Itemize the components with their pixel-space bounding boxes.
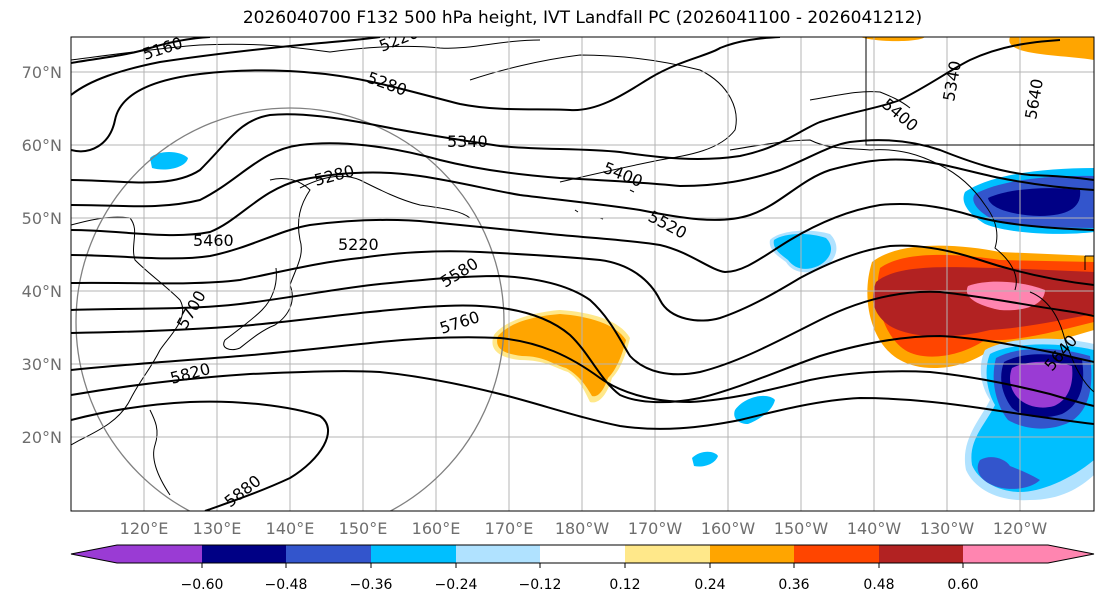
- lon-label-130e: 130°E: [193, 519, 242, 538]
- lat-label-30: 30°N: [22, 355, 62, 374]
- colorbar-bin-3: [286, 545, 371, 563]
- lon-label-140w: 140°W: [847, 519, 902, 538]
- colorbar-bin-4: [371, 545, 456, 563]
- lat-label-20: 20°N: [22, 428, 62, 447]
- colorbar-tick-7: 0.24: [694, 577, 725, 593]
- lon-label-160w: 160°W: [701, 519, 756, 538]
- shade-negative-se-lower: [977, 457, 1040, 489]
- map-frame: [70, 36, 1095, 512]
- colorbar: −0.60 −0.48 −0.36 −0.24 −0.12 0.12 0.24 …: [70, 544, 1095, 593]
- contour-label-5460: 5460: [193, 231, 234, 250]
- shade-negative-nw: [150, 152, 188, 170]
- map-panel: 5160 5220 5280 5340 5280 5220 5400 5520 …: [71, 37, 1094, 511]
- lon-label-120w: 120°W: [993, 519, 1048, 538]
- contour-label-5220-low: 5220: [338, 235, 379, 254]
- shade-negative-hawaii-small: [692, 451, 718, 467]
- lon-label-150w: 150°W: [774, 519, 829, 538]
- shade-positive-plume-peak: [966, 281, 1045, 311]
- landfall-circle: [75, 107, 505, 511]
- lat-label-60: 60°N: [22, 136, 62, 155]
- colorbar-tick-6: 0.12: [609, 577, 640, 593]
- shade-negative-hawaii: [734, 395, 775, 424]
- colorbar-tick-2: −0.48: [265, 577, 308, 593]
- colorbar-extend-max: [1048, 545, 1094, 563]
- colorbar-bin-5: [456, 545, 540, 563]
- lon-label-120e: 120°E: [120, 519, 169, 538]
- colorbar-tick-4: −0.24: [435, 577, 478, 593]
- figure-title: 2026040700 F132 500 hPa height, IVT Land…: [242, 8, 923, 28]
- colorbar-bin-6: [540, 545, 625, 563]
- contour-label-5340: 5340: [447, 132, 488, 151]
- lat-label-70: 70°N: [22, 63, 62, 82]
- colorbar-bin-1: [117, 545, 202, 563]
- lon-label-180w: 180°W: [555, 519, 610, 538]
- colorbar-bin-8: [710, 545, 794, 563]
- latitude-labels: 70°N 60°N 50°N 40°N 30°N 20°N: [22, 63, 62, 447]
- colorbar-bin-7: [625, 545, 710, 563]
- height-contours: [71, 37, 1094, 511]
- lon-label-160e: 160°E: [412, 519, 461, 538]
- shade-positive-top: [860, 37, 925, 42]
- longitude-labels: 120°E 130°E 140°E 150°E 160°E 170°E 180°…: [120, 519, 1048, 538]
- colorbar-extend-min: [71, 545, 117, 563]
- lon-label-130w: 130°W: [920, 519, 975, 538]
- colorbar-tick-8: 0.36: [778, 577, 809, 593]
- colorbar-tick-1: −0.60: [181, 577, 224, 593]
- colorbar-bin-10: [879, 545, 963, 563]
- colorbar-bin-2: [202, 545, 286, 563]
- lat-label-40: 40°N: [22, 282, 62, 301]
- colorbar-tick-10: 0.60: [947, 577, 978, 593]
- shade-negative-mid-inner: [773, 234, 832, 269]
- gridlines: [71, 37, 1094, 511]
- lon-label-170e: 170°E: [485, 519, 534, 538]
- lon-label-140e: 140°E: [266, 519, 315, 538]
- colorbar-bin-9: [794, 545, 879, 563]
- colorbar-bin-11: [963, 545, 1048, 563]
- colorbar-tick-5: −0.12: [519, 577, 562, 593]
- colorbar-tick-9: 0.48: [863, 577, 894, 593]
- lon-label-170w: 170°W: [628, 519, 683, 538]
- lat-label-50: 50°N: [22, 209, 62, 228]
- shade-negative-ne-core: [988, 188, 1081, 216]
- lon-label-150e: 150°E: [339, 519, 388, 538]
- colorbar-tick-3: −0.36: [350, 577, 393, 593]
